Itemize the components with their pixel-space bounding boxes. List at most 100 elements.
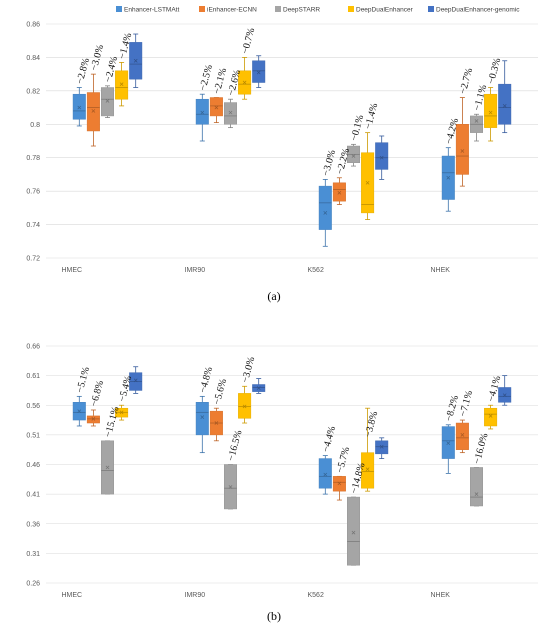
legend-swatch bbox=[116, 6, 122, 12]
mean-marker bbox=[446, 441, 451, 446]
box-iqr bbox=[86, 92, 100, 132]
y-tick-label: 0.78 bbox=[26, 155, 40, 162]
box-enhancer-lstmatt bbox=[318, 455, 332, 495]
box-iqr bbox=[361, 452, 375, 489]
legend-swatch bbox=[348, 6, 354, 12]
legend-item: Enhancer-LSTMAtt bbox=[116, 6, 179, 14]
box-deepdualenhancer bbox=[484, 87, 498, 142]
panel-b-label: (b) bbox=[267, 609, 281, 623]
box-ienhancer-ecnn bbox=[209, 97, 223, 124]
legend-swatch bbox=[428, 6, 434, 12]
mean-marker bbox=[337, 190, 342, 195]
legend-label: DeepDualEnhancer bbox=[356, 7, 414, 14]
mean-marker bbox=[365, 467, 370, 472]
percent-annotation: −6.8% bbox=[89, 379, 106, 407]
mean-marker bbox=[119, 410, 124, 415]
percent-annotation: −5.6% bbox=[212, 378, 229, 406]
box-enhancer-lstmatt bbox=[195, 395, 209, 454]
box-iqr bbox=[470, 467, 483, 507]
y-tick-label: 0.66 bbox=[26, 344, 40, 351]
mean-marker bbox=[474, 492, 479, 496]
y-tick-label: 0.74 bbox=[26, 222, 40, 229]
mean-marker bbox=[77, 105, 82, 110]
y-tick-label: 0.76 bbox=[26, 189, 40, 196]
mean-marker bbox=[214, 105, 219, 110]
percent-annotation: −4.4% bbox=[321, 425, 338, 453]
box-ienhancer-ecnn bbox=[332, 475, 346, 501]
x-category-label: HMEC bbox=[62, 267, 83, 274]
box-iqr bbox=[375, 440, 389, 455]
mean-marker bbox=[200, 110, 205, 115]
percent-annotation: −4.8% bbox=[198, 366, 215, 394]
box-iqr bbox=[195, 98, 209, 125]
box-deepdualenhancer bbox=[361, 132, 375, 220]
mean-marker bbox=[119, 82, 124, 87]
mean-marker bbox=[502, 393, 507, 398]
legend-label: DeepDualEnhancer-genomic bbox=[436, 7, 520, 14]
mean-marker bbox=[133, 58, 138, 63]
mean-marker bbox=[256, 386, 261, 390]
legend-item: DeepDualEnhancer-genomic bbox=[428, 6, 520, 14]
mean-marker bbox=[379, 444, 384, 449]
box-enhancer-lstmatt bbox=[441, 424, 455, 474]
box-ienhancer-ecnn bbox=[86, 409, 100, 427]
box-deepstarr bbox=[470, 113, 483, 142]
box-ienhancer-ecnn bbox=[455, 419, 469, 454]
percent-annotation: −2.8% bbox=[75, 57, 92, 85]
box-deepdualenhancer bbox=[238, 385, 252, 424]
y-tick-label: 0.36 bbox=[26, 521, 40, 528]
mean-marker bbox=[91, 417, 96, 421]
box-enhancer-lstmatt bbox=[318, 179, 332, 247]
percent-annotation: −3.0% bbox=[240, 356, 257, 384]
box-deepstarr bbox=[470, 467, 483, 507]
mean-marker bbox=[351, 154, 356, 158]
mean-marker bbox=[460, 149, 465, 153]
box-ienhancer-ecnn bbox=[209, 407, 223, 442]
box-iqr bbox=[484, 407, 498, 427]
x-category-label: IMR90 bbox=[185, 267, 206, 274]
box-deepstarr bbox=[101, 440, 114, 495]
percent-annotation: −7.1% bbox=[458, 389, 475, 417]
x-category-label: NHEK bbox=[431, 267, 451, 274]
box-deepdualenhancer-genomic bbox=[129, 366, 143, 394]
y-tick-label: 0.46 bbox=[26, 462, 40, 469]
box-iqr bbox=[101, 87, 114, 117]
mean-marker bbox=[379, 155, 384, 160]
mean-marker bbox=[105, 465, 110, 470]
box-deepdualenhancer bbox=[238, 57, 252, 100]
box-deepstarr bbox=[347, 143, 360, 167]
y-tick-label: 0.26 bbox=[26, 581, 40, 588]
percent-annotation: −16.0% bbox=[472, 432, 491, 465]
mean-marker bbox=[323, 472, 328, 477]
percent-annotation: −15.1% bbox=[103, 405, 122, 438]
box-deepdualenhancer-genomic bbox=[252, 378, 266, 394]
mean-marker bbox=[488, 414, 493, 418]
mean-marker bbox=[488, 110, 493, 115]
percent-annotation: −3.8% bbox=[363, 410, 380, 438]
box-iqr bbox=[195, 402, 209, 436]
y-tick-label: 0.41 bbox=[26, 492, 40, 499]
box-enhancer-lstmatt bbox=[72, 395, 86, 427]
y-tick-label: 0.82 bbox=[26, 88, 40, 95]
panel-a-label: (a) bbox=[267, 289, 280, 303]
mean-marker bbox=[77, 409, 82, 414]
y-tick-label: 0.31 bbox=[26, 551, 40, 558]
x-category-label: IMR90 bbox=[185, 592, 206, 599]
mean-marker bbox=[105, 99, 110, 103]
box-deepdualenhancer-genomic bbox=[252, 55, 266, 88]
mean-marker bbox=[323, 211, 328, 215]
mean-marker bbox=[256, 70, 261, 75]
box-deepdualenhancer bbox=[361, 407, 375, 492]
box-deepdualenhancer bbox=[115, 404, 129, 421]
x-category-label: K562 bbox=[308, 267, 324, 274]
mean-marker bbox=[228, 110, 233, 115]
box-deepstarr bbox=[101, 85, 114, 118]
mean-marker bbox=[242, 404, 247, 409]
y-tick-label: 0.8 bbox=[30, 122, 40, 129]
y-tick-label: 0.84 bbox=[26, 55, 40, 62]
box-deepdualenhancer-genomic bbox=[375, 135, 389, 180]
box-deepstarr bbox=[224, 98, 237, 129]
legend-swatch bbox=[199, 6, 205, 12]
y-tick-label: 0.72 bbox=[26, 256, 40, 263]
mean-marker bbox=[502, 104, 507, 108]
